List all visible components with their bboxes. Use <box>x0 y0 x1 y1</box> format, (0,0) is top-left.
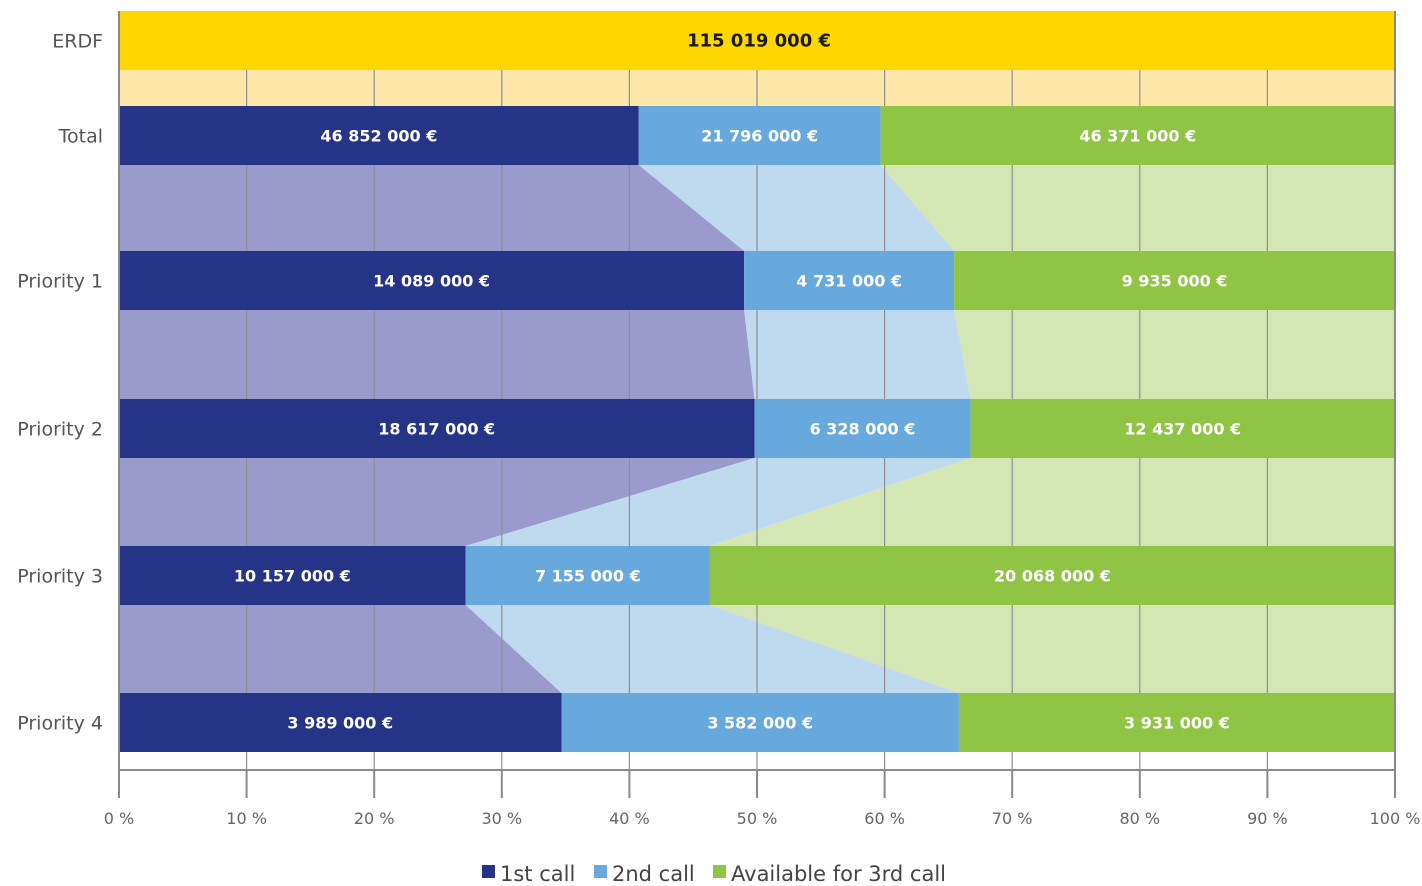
band-available-for-3rd-call-2 <box>709 458 1395 546</box>
legend-label-1st-call: 1st call <box>500 862 575 886</box>
legend: 1st call 2nd call Available for 3rd call <box>482 862 946 886</box>
bar-value-labels: 115 019 000 € 46 852 000 € 21 796 000 € 46 … <box>234 31 1241 733</box>
bar-label-total-1st-call: 46 852 000 € <box>320 127 437 146</box>
bar-priority-2-1st-call <box>119 399 755 458</box>
bar-priority-3-2nd-call <box>465 546 710 605</box>
bar-priority-2-available-for-3rd-call <box>970 399 1395 458</box>
bars <box>119 11 1395 752</box>
band-1st-call-2 <box>119 458 755 546</box>
x-tick-label-100: 100 % <box>1370 809 1421 828</box>
legend-swatch-available-for-3rd-call <box>713 865 726 878</box>
bar-priority-3-available-for-3rd-call <box>709 546 1395 605</box>
band-1st-call-0 <box>119 165 745 251</box>
bar-label-priority-3-available-for-3rd-call: 20 068 000 € <box>994 567 1111 586</box>
category-label-priority-2: Priority 2 <box>17 419 103 441</box>
band-available-for-3rd-call-0 <box>880 165 1395 251</box>
bar-total-available-for-3rd-call <box>880 106 1395 165</box>
bar-label-priority-4-1st-call: 3 989 000 € <box>287 714 393 733</box>
category-label-priority-3: Priority 3 <box>17 566 103 588</box>
x-tick-label-80: 80 % <box>1119 809 1160 828</box>
bar-label-total-available-for-3rd-call: 46 371 000 € <box>1079 127 1196 146</box>
bar-priority-1-2nd-call <box>744 251 955 310</box>
bar-label-erdf: 115 019 000 € <box>687 31 831 52</box>
x-axis: 0 % 10 % 20 % 30 % 40 % 50 % 60 % 70 % 80 % 90 % 1… <box>104 11 1421 828</box>
bar-label-priority-1-available-for-3rd-call: 9 935 000 € <box>1122 272 1228 291</box>
x-tick-label-10: 10 % <box>226 809 267 828</box>
band-2nd-call-0 <box>638 165 955 251</box>
connector-bands <box>119 70 1395 693</box>
bar-label-priority-1-1st-call: 14 089 000 € <box>373 272 490 291</box>
band-available-for-3rd-call-1 <box>954 310 1395 399</box>
legend-swatch-1st-call <box>482 865 495 878</box>
category-label-priority-4: Priority 4 <box>17 713 103 735</box>
bar-label-priority-2-2nd-call: 6 328 000 € <box>810 420 916 439</box>
x-tick-label-40: 40 % <box>609 809 650 828</box>
bar-total-1st-call <box>119 106 639 165</box>
bar-label-priority-3-1st-call: 10 157 000 € <box>234 567 351 586</box>
bar-priority-4-2nd-call <box>561 693 959 752</box>
bar-priority-3-1st-call <box>119 546 466 605</box>
x-tick-label-70: 70 % <box>992 809 1033 828</box>
bar-label-priority-4-available-for-3rd-call: 3 931 000 € <box>1124 714 1230 733</box>
category-label-erdf: ERDF <box>52 31 103 53</box>
bar-total-2nd-call <box>638 106 881 165</box>
legend-swatch-2nd-call <box>594 865 607 878</box>
bar-label-total-2nd-call: 21 796 000 € <box>701 127 818 146</box>
bar-label-priority-2-available-for-3rd-call: 12 437 000 € <box>1124 420 1241 439</box>
x-tick-label-20: 20 % <box>354 809 395 828</box>
bar-priority-4-1st-call <box>119 693 562 752</box>
x-tick-label-0: 0 % <box>104 809 134 828</box>
legend-label-available-for-3rd-call: Available for 3rd call <box>731 862 946 886</box>
bar-label-priority-3-2nd-call: 7 155 000 € <box>535 567 641 586</box>
category-label-priority-1: Priority 1 <box>17 271 103 293</box>
bar-label-priority-1-2nd-call: 4 731 000 € <box>796 272 902 291</box>
band-1st-call-3 <box>119 605 562 693</box>
x-tick-label-30: 30 % <box>481 809 522 828</box>
bar-label-priority-4-2nd-call: 3 582 000 € <box>707 714 813 733</box>
category-labels: ERDF Total Priority 1 Priority 2 Priority 3 P… <box>17 31 103 735</box>
band-1st-call-1 <box>119 310 755 399</box>
band-2nd-call-1 <box>744 310 971 399</box>
bar-priority-1-available-for-3rd-call <box>954 251 1395 310</box>
category-label-total: Total <box>58 126 103 148</box>
legend-label-2nd-call: 2nd call <box>612 862 695 886</box>
band-available-for-3rd-call-3 <box>709 605 1395 693</box>
band-2nd-call-2 <box>465 458 971 546</box>
band-2nd-call-3 <box>465 605 959 693</box>
x-tick-label-60: 60 % <box>864 809 905 828</box>
x-tick-label-50: 50 % <box>737 809 778 828</box>
bar-erdf <box>119 11 1395 70</box>
bar-priority-4-available-for-3rd-call <box>958 693 1395 752</box>
bar-priority-1-1st-call <box>119 251 745 310</box>
bar-priority-2-2nd-call <box>754 399 971 458</box>
x-tick-label-90: 90 % <box>1247 809 1288 828</box>
bar-label-priority-2-1st-call: 18 617 000 € <box>378 420 495 439</box>
